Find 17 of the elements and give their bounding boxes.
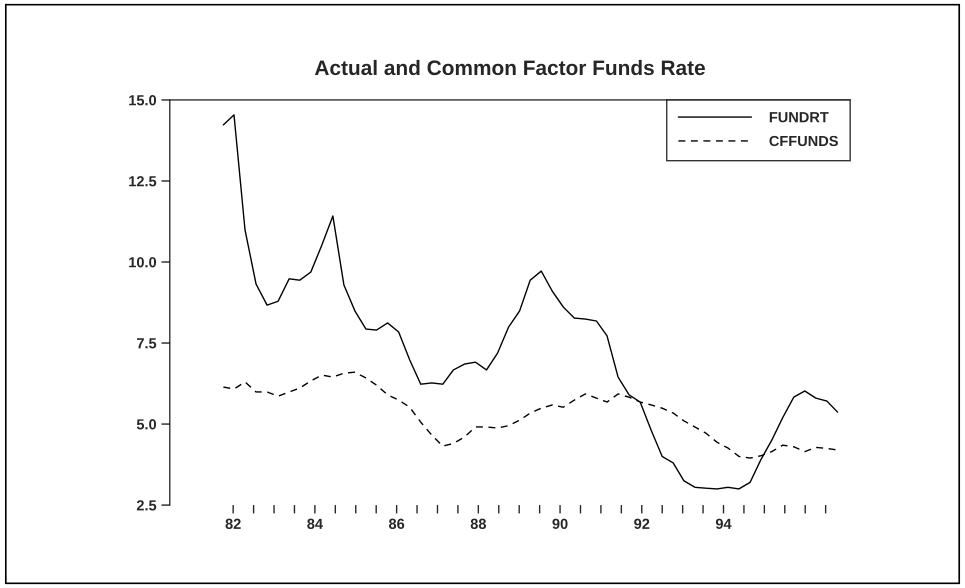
chart-title: Actual and Common Factor Funds Rate: [314, 60, 705, 76]
y-tick-label: 10.0: [129, 257, 156, 268]
y-tick-label: 12.5: [129, 176, 156, 186]
y-tick-label: 5.0: [136, 419, 156, 430]
x-tick-label: 92: [634, 518, 650, 529]
x-tick-label: 82: [226, 518, 241, 529]
legend-label: FUNDRT: [770, 112, 829, 122]
x-tick-label: 88: [470, 518, 486, 529]
x-tick-label: 94: [716, 518, 732, 529]
y-tick-label: 7.5: [137, 338, 156, 348]
y-tick-label: 15.0: [129, 95, 156, 106]
y-tick-label: 2.5: [136, 500, 156, 511]
x-tick-label: 86: [388, 518, 404, 529]
legend-label: CFFUNDS: [769, 136, 838, 146]
x-tick-label: 84: [307, 518, 323, 529]
line-series: [222, 114, 838, 490]
x-tick-label: 90: [552, 518, 568, 529]
